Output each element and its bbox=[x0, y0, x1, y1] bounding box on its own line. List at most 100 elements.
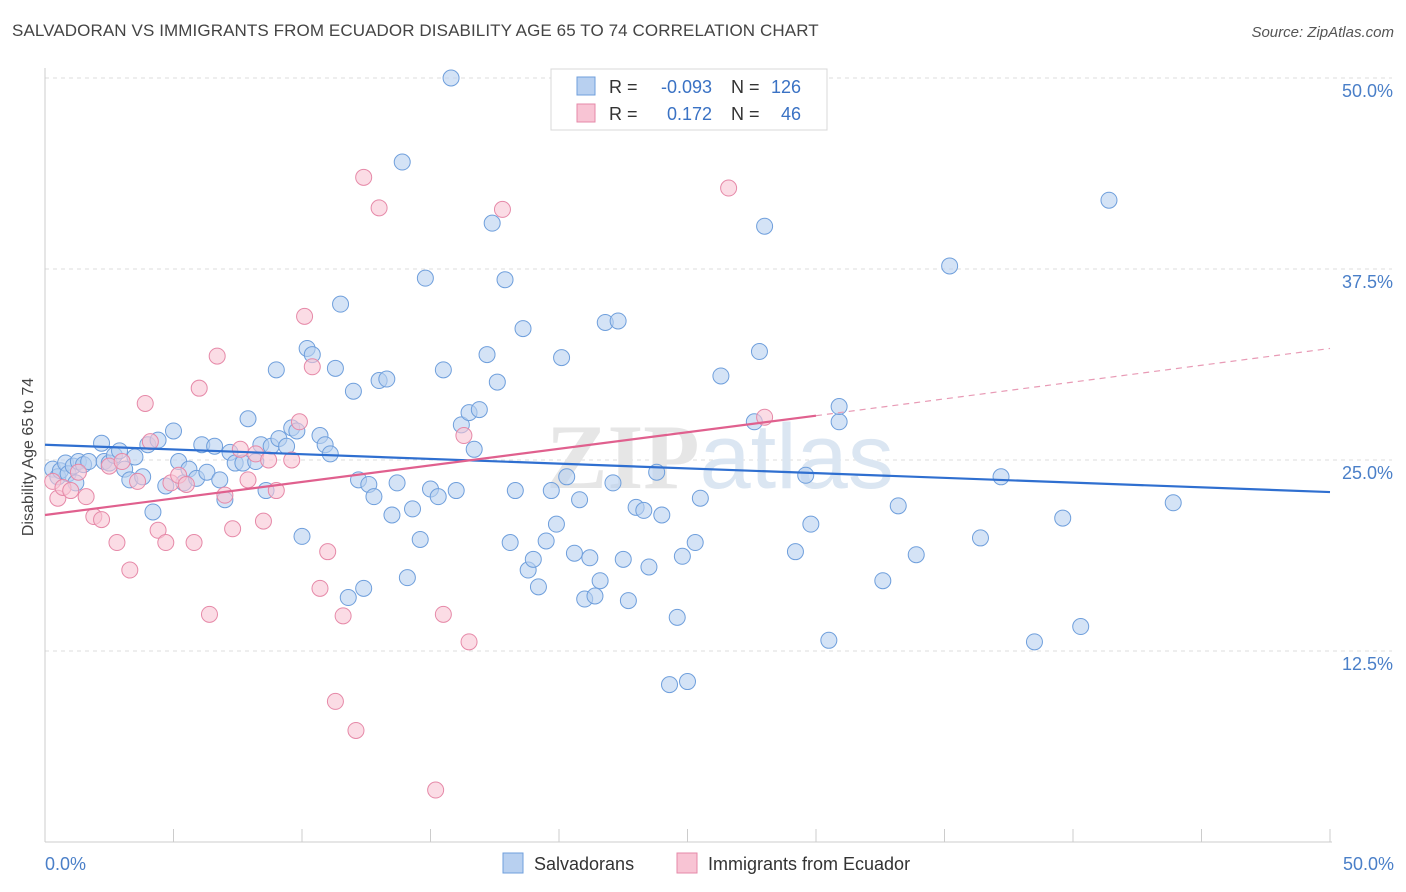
point-salvadorans bbox=[907, 546, 925, 564]
point-salvadorans bbox=[691, 489, 709, 507]
y-tick-label: 50.0% bbox=[1342, 81, 1393, 101]
point-ecuador bbox=[69, 463, 87, 481]
point-salvadorans bbox=[586, 587, 604, 605]
point-ecuador bbox=[177, 475, 195, 493]
stats-legend-box bbox=[550, 68, 828, 131]
point-ecuador bbox=[460, 633, 478, 651]
point-ecuador bbox=[434, 605, 452, 623]
point-salvadorans bbox=[470, 401, 488, 419]
point-salvadorans bbox=[383, 506, 401, 524]
point-salvadorans bbox=[820, 631, 838, 649]
point-ecuador bbox=[347, 721, 365, 739]
point-salvadorans bbox=[514, 320, 532, 338]
trend-lines bbox=[44, 347, 1331, 517]
point-salvadorans bbox=[679, 673, 696, 691]
point-salvadorans bbox=[447, 482, 465, 500]
point-salvadorans bbox=[750, 343, 768, 361]
stats-n-label: N = bbox=[731, 77, 760, 97]
y-tick-label: 37.5% bbox=[1342, 272, 1393, 292]
point-ecuador bbox=[157, 534, 175, 552]
stats-r-label: R = bbox=[609, 104, 638, 124]
point-ecuador bbox=[224, 520, 242, 538]
point-salvadorans bbox=[478, 346, 496, 364]
point-salvadorans bbox=[393, 153, 411, 171]
point-salvadorans bbox=[239, 410, 257, 428]
point-salvadorans bbox=[830, 398, 848, 416]
point-salvadorans bbox=[326, 359, 344, 377]
point-ecuador bbox=[326, 692, 344, 710]
point-ecuador bbox=[121, 561, 139, 579]
point-salvadorans bbox=[604, 474, 622, 492]
point-ecuador bbox=[303, 358, 321, 376]
point-salvadorans bbox=[786, 543, 804, 561]
point-salvadorans bbox=[416, 269, 434, 287]
point-salvadorans bbox=[581, 549, 599, 567]
point-ecuador bbox=[239, 471, 257, 489]
point-ecuador bbox=[136, 394, 154, 412]
trend-line-ecuador-extension bbox=[815, 347, 1331, 417]
point-salvadorans bbox=[293, 527, 311, 545]
point-salvadorans bbox=[542, 482, 560, 500]
point-salvadorans bbox=[668, 608, 686, 626]
point-ecuador bbox=[190, 379, 208, 397]
point-salvadorans bbox=[321, 445, 339, 463]
point-salvadorans bbox=[442, 69, 460, 87]
point-ecuador bbox=[62, 482, 80, 500]
x-tick-label-min: 0.0% bbox=[45, 854, 86, 874]
point-salvadorans bbox=[144, 503, 162, 521]
stats-r-value: -0.093 bbox=[661, 77, 712, 97]
point-salvadorans bbox=[388, 474, 406, 492]
point-ecuador bbox=[455, 427, 473, 445]
point-salvadorans bbox=[571, 491, 589, 509]
point-salvadorans bbox=[661, 676, 679, 694]
point-ecuador bbox=[283, 451, 301, 469]
point-ecuador bbox=[296, 307, 314, 325]
point-salvadorans bbox=[411, 530, 429, 548]
point-salvadorans bbox=[524, 550, 542, 568]
stats-n-value: 126 bbox=[771, 77, 801, 97]
stats-r-label: R = bbox=[609, 77, 638, 97]
point-ecuador bbox=[254, 512, 272, 530]
point-salvadorans bbox=[673, 547, 691, 565]
axes bbox=[44, 68, 1332, 843]
watermark: ZIPatlas bbox=[546, 406, 894, 508]
trend-line-salvadorans bbox=[44, 443, 1331, 494]
point-salvadorans bbox=[488, 373, 506, 391]
legend-swatch-ecuador bbox=[676, 852, 698, 874]
point-salvadorans bbox=[1054, 509, 1072, 527]
point-salvadorans bbox=[565, 544, 583, 562]
stats-swatch-ecuador bbox=[576, 103, 596, 123]
point-salvadorans bbox=[874, 572, 892, 590]
trend-line-ecuador bbox=[44, 414, 817, 517]
point-salvadorans bbox=[797, 466, 815, 484]
point-ecuador bbox=[141, 433, 159, 451]
stats-n-label: N = bbox=[731, 104, 760, 124]
point-salvadorans bbox=[429, 488, 447, 506]
point-ecuador bbox=[231, 440, 249, 458]
point-ecuador bbox=[355, 168, 373, 186]
point-salvadorans bbox=[501, 534, 519, 552]
point-ecuador bbox=[311, 579, 329, 597]
point-salvadorans bbox=[971, 529, 989, 547]
point-ecuador bbox=[370, 199, 388, 217]
point-ecuador bbox=[185, 534, 203, 552]
point-salvadorans bbox=[640, 558, 658, 576]
point-ecuador bbox=[200, 605, 218, 623]
point-salvadorans bbox=[506, 482, 524, 500]
point-ecuador bbox=[129, 472, 147, 490]
point-salvadorans bbox=[1100, 191, 1118, 209]
point-salvadorans bbox=[712, 367, 730, 385]
legend-label-salvadorans: Salvadorans bbox=[534, 854, 634, 874]
legend-swatch-salvadorans bbox=[502, 852, 524, 874]
point-ecuador bbox=[427, 781, 445, 799]
point-salvadorans bbox=[941, 257, 959, 275]
point-ecuador bbox=[108, 534, 126, 552]
point-salvadorans bbox=[355, 579, 373, 597]
point-salvadorans bbox=[889, 497, 907, 515]
point-salvadorans bbox=[529, 578, 547, 596]
point-ecuador bbox=[334, 607, 352, 625]
point-ecuador bbox=[319, 543, 337, 561]
point-salvadorans bbox=[398, 569, 416, 587]
point-salvadorans bbox=[547, 515, 565, 533]
